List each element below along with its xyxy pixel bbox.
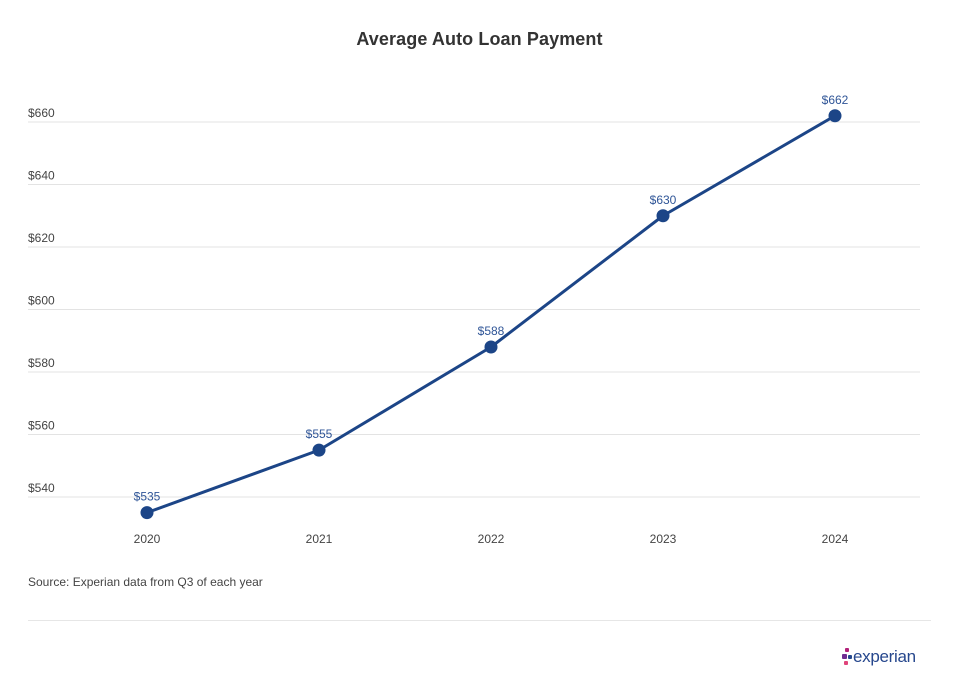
chart-title: Average Auto Loan Payment: [356, 29, 603, 49]
y-tick-label: $640: [28, 169, 55, 183]
series-line-layer: [145, 114, 837, 515]
data-points: [140, 109, 842, 520]
series-line: [145, 114, 837, 515]
data-label: $535: [134, 490, 161, 504]
data-point: [656, 209, 670, 223]
x-tick-label: 2021: [306, 532, 333, 546]
x-axis-tick-labels: 2020 2021 2022 2023 2024: [134, 532, 849, 546]
source-note: Source: Experian data from Q3 of each ye…: [28, 575, 263, 589]
x-tick-label: 2024: [822, 532, 849, 546]
data-labels: $535 $555 $588 $630 $662: [134, 93, 849, 504]
experian-logo: experian: [842, 646, 932, 672]
data-point: [312, 443, 326, 457]
y-tick-label: $540: [28, 481, 55, 495]
y-tick-label: $560: [28, 419, 55, 433]
footer-divider: [28, 620, 931, 621]
line-chart: $540$560$580$600$620$640$660 2020 2021 202…: [28, 93, 920, 546]
x-tick-label: 2020: [134, 532, 161, 546]
data-point: [140, 506, 154, 520]
gridlines: [28, 121, 920, 498]
y-tick-label: $660: [28, 106, 55, 120]
y-axis-tick-labels: $540 $560 $580 $600 $620 $640 $660: [28, 106, 55, 495]
data-point: [484, 340, 498, 354]
data-point: [828, 109, 842, 123]
data-label: $588: [478, 324, 505, 338]
x-tick-label: 2022: [478, 532, 505, 546]
data-label: $630: [650, 193, 677, 207]
logo-wordmark: experian: [853, 647, 916, 666]
logo-dots-icon: [842, 648, 854, 668]
y-tick-label: $600: [28, 294, 55, 308]
y-tick-label: $580: [28, 356, 55, 370]
x-tick-label: 2023: [650, 532, 677, 546]
y-tick-label: $620: [28, 231, 55, 245]
data-label: $555: [306, 427, 333, 441]
data-label: $662: [822, 93, 849, 107]
